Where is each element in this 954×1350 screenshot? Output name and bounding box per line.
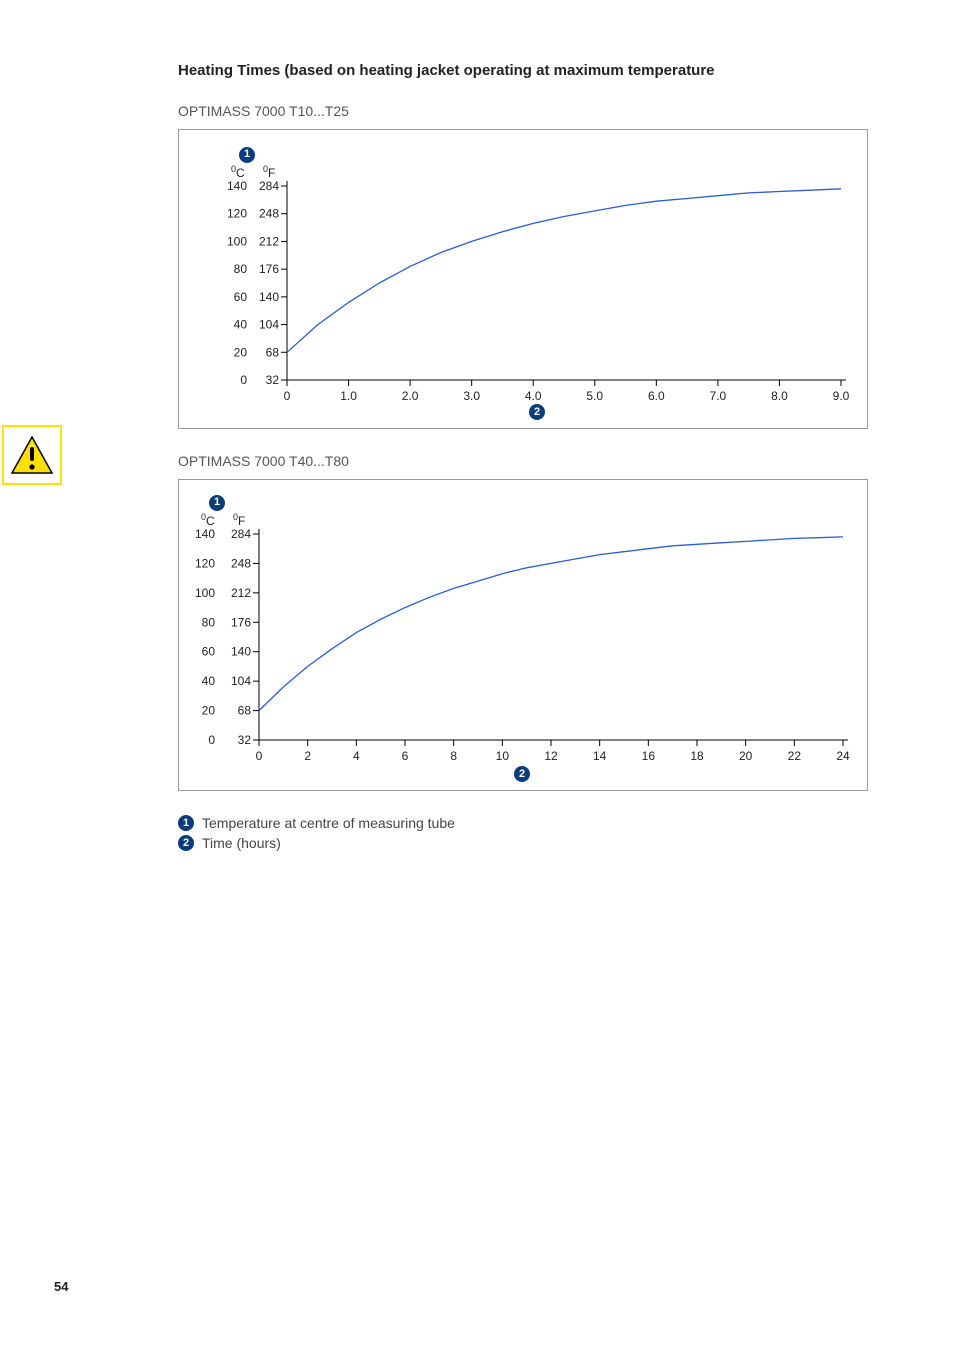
- svg-text:6: 6: [402, 749, 409, 763]
- legend-2-marker: 2: [178, 835, 194, 851]
- svg-text:20: 20: [202, 704, 216, 718]
- svg-text:0: 0: [256, 749, 263, 763]
- chart2-marker-2: 2: [514, 766, 530, 782]
- svg-text:100: 100: [227, 234, 247, 248]
- svg-text:248: 248: [231, 556, 251, 570]
- svg-text:80: 80: [202, 615, 216, 629]
- svg-text:212: 212: [231, 586, 251, 600]
- svg-text:176: 176: [231, 615, 251, 629]
- svg-text:176: 176: [259, 262, 279, 276]
- legend-2: 2 Time (hours): [178, 835, 878, 851]
- svg-text:60: 60: [202, 645, 216, 659]
- svg-text:2: 2: [304, 749, 311, 763]
- chart1: 1 0C 0F 03220684010460140801761002121202…: [178, 129, 868, 429]
- svg-text:0: 0: [240, 373, 247, 387]
- svg-text:248: 248: [259, 207, 279, 221]
- chart2-title: OPTIMASS 7000 T40...T80: [178, 453, 878, 469]
- svg-text:7.0: 7.0: [710, 389, 727, 403]
- svg-text:0: 0: [284, 389, 291, 403]
- svg-text:100: 100: [195, 586, 215, 600]
- svg-text:68: 68: [238, 704, 252, 718]
- svg-text:212: 212: [259, 234, 279, 248]
- svg-text:80: 80: [234, 262, 248, 276]
- svg-text:104: 104: [259, 318, 279, 332]
- svg-text:4: 4: [353, 749, 360, 763]
- legend-1-text: Temperature at centre of measuring tube: [202, 815, 455, 831]
- svg-text:8: 8: [450, 749, 457, 763]
- svg-text:140: 140: [195, 527, 215, 541]
- section-heading: Heating Times (based on heating jacket o…: [178, 62, 878, 79]
- svg-text:32: 32: [266, 373, 280, 387]
- chart2-svg: 0322068401046014080176100212120248140284…: [179, 480, 869, 792]
- svg-text:40: 40: [202, 674, 216, 688]
- svg-text:8.0: 8.0: [771, 389, 788, 403]
- svg-text:140: 140: [227, 179, 247, 193]
- svg-text:120: 120: [227, 207, 247, 221]
- svg-text:40: 40: [234, 318, 248, 332]
- svg-text:16: 16: [642, 749, 656, 763]
- svg-text:20: 20: [739, 749, 753, 763]
- svg-text:120: 120: [195, 556, 215, 570]
- svg-text:20: 20: [234, 345, 248, 359]
- chart2: 1 0C 0F 03220684010460140801761002121202…: [178, 479, 868, 791]
- chart1-marker-2: 2: [529, 404, 545, 420]
- svg-text:14: 14: [593, 749, 607, 763]
- svg-text:18: 18: [690, 749, 704, 763]
- svg-text:9.0: 9.0: [833, 389, 850, 403]
- svg-text:1.0: 1.0: [340, 389, 357, 403]
- legend-1-marker: 1: [178, 815, 194, 831]
- svg-text:12: 12: [544, 749, 558, 763]
- legend-2-text: Time (hours): [202, 835, 281, 851]
- caution-icon: [2, 425, 62, 485]
- chart1-svg: 0322068401046014080176100212120248140284…: [179, 130, 869, 430]
- svg-text:0: 0: [208, 733, 215, 747]
- svg-text:284: 284: [231, 527, 251, 541]
- svg-text:284: 284: [259, 179, 279, 193]
- svg-text:3.0: 3.0: [463, 389, 480, 403]
- svg-text:104: 104: [231, 674, 251, 688]
- svg-text:140: 140: [231, 645, 251, 659]
- svg-text:24: 24: [836, 749, 850, 763]
- legend-1: 1 Temperature at centre of measuring tub…: [178, 815, 878, 831]
- page-number: 54: [54, 1279, 68, 1294]
- svg-text:68: 68: [266, 345, 280, 359]
- svg-text:60: 60: [234, 290, 248, 304]
- svg-text:10: 10: [496, 749, 510, 763]
- svg-text:22: 22: [788, 749, 802, 763]
- svg-text:140: 140: [259, 290, 279, 304]
- chart1-title: OPTIMASS 7000 T10...T25: [178, 103, 878, 119]
- svg-text:2.0: 2.0: [402, 389, 419, 403]
- svg-text:5.0: 5.0: [586, 389, 603, 403]
- svg-text:32: 32: [238, 733, 252, 747]
- svg-text:6.0: 6.0: [648, 389, 665, 403]
